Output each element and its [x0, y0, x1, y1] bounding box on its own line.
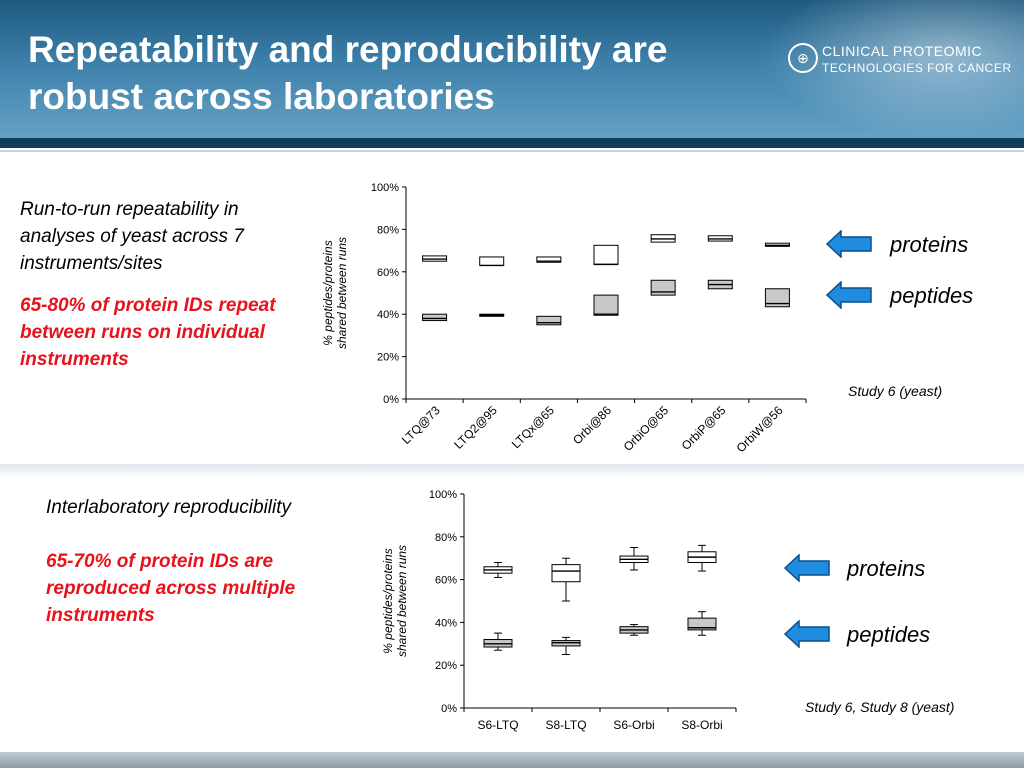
box-mark	[536, 256, 562, 263]
reproducibility-highlight: 65-70% of protein IDs are reproduced acr…	[46, 551, 296, 626]
box-mark	[593, 294, 619, 316]
box-mark	[650, 279, 676, 296]
peptides-label-top: peptides	[890, 283, 974, 308]
category-label: OrbiW@56	[734, 403, 786, 455]
y-tick-label: 60%	[435, 575, 457, 587]
y-tick-label: 80%	[435, 532, 457, 544]
category-label: LTQ2@95	[451, 403, 500, 452]
logo-emblem-icon: ⊕	[788, 43, 818, 73]
section-divider	[0, 464, 1024, 478]
peptides-arrow-icon	[826, 281, 872, 309]
footer-band	[0, 752, 1024, 768]
y-tick-label: 80%	[377, 224, 399, 236]
repeatability-box-chart: 0% 20% 40% 60% 80% 100% LTQ@73 LTQ2@95 LTQx@65 Or…	[321, 182, 807, 455]
peptides-label-bottom: peptides	[847, 622, 931, 647]
category-label: LTQx@65	[509, 403, 557, 451]
y-tick-label: 60%	[377, 267, 399, 279]
y-axis-title: shared between runs	[395, 545, 409, 657]
category-label: OrbiP@65	[679, 403, 729, 453]
y-tick-label: 0%	[383, 394, 399, 406]
y-tick-label: 20%	[377, 352, 399, 364]
y-tick-label: 40%	[435, 617, 457, 629]
box-mark	[422, 313, 448, 322]
reproducibility-box-chart: 0% 20% 40% 60% 80% 100% S6-LTQ S8-LTQ S6-Orbi S8-…	[381, 489, 737, 732]
category-label: S6-LTQ	[477, 718, 518, 732]
logo-line-1: CLINICAL PROTEOMIC	[822, 43, 983, 59]
box-mark	[687, 617, 717, 631]
proteins-label-top: proteins	[890, 232, 969, 257]
box-mark	[479, 256, 505, 266]
slide-title: Repeatability and reproducibility are ro…	[28, 29, 668, 117]
header-banner: Repeatability and reproducibility are ro…	[0, 0, 1024, 148]
header-band	[0, 138, 1024, 148]
category-label: LTQ@73	[399, 403, 443, 447]
study-note-top: Study 6 (yeast)	[848, 383, 943, 399]
proteins-arrow-icon	[826, 230, 872, 258]
category-label: S8-Orbi	[681, 718, 722, 732]
y-tick-label: 40%	[377, 309, 399, 321]
y-tick-label: 20%	[435, 660, 457, 672]
proteins-arrow-icon	[784, 554, 830, 582]
category-label: S8-LTQ	[545, 718, 586, 732]
peptides-arrow-icon	[784, 620, 830, 648]
logo-line-2: TECHNOLOGIES FOR CANCER	[822, 61, 1012, 75]
y-axis-title: % peptides/proteins	[381, 548, 395, 653]
y-axis-title: shared between runs	[335, 237, 349, 349]
repeatability-heading: Run-to-run repeatability in analyses of …	[20, 199, 244, 274]
y-tick-label: 100%	[371, 182, 399, 194]
category-label: OrbiO@65	[621, 403, 672, 454]
box-mark	[764, 288, 790, 308]
study-note-bottom: Study 6, Study 8 (yeast)	[805, 699, 955, 715]
reproducibility-heading: Interlaboratory reproducibility	[46, 497, 292, 518]
y-axis-title: % peptides/proteins	[321, 240, 335, 345]
box-mark	[593, 244, 619, 265]
y-tick-label: 0%	[441, 703, 457, 715]
y-tick-label: 100%	[429, 489, 457, 501]
box-mark	[551, 564, 581, 583]
category-label: S6-Orbi	[613, 718, 654, 732]
box-mark	[536, 315, 562, 326]
proteins-label-bottom: proteins	[847, 556, 926, 581]
top-panel	[0, 150, 1024, 464]
repeatability-highlight: 65-80% of protein IDs repeat between run…	[20, 295, 276, 370]
category-label: Orbi@86	[570, 403, 614, 447]
